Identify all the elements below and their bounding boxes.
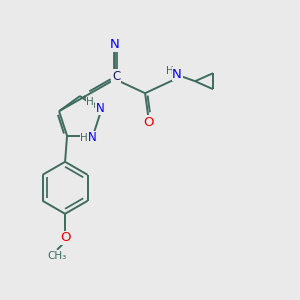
Text: CH₃: CH₃ — [47, 251, 67, 261]
Text: N: N — [88, 131, 96, 144]
Text: N: N — [110, 38, 120, 51]
Text: N: N — [172, 68, 182, 81]
Text: H: H — [86, 97, 94, 107]
Text: H: H — [80, 133, 88, 143]
Text: H: H — [166, 66, 174, 76]
Text: O: O — [143, 116, 153, 129]
Text: O: O — [60, 231, 70, 244]
Text: N: N — [95, 102, 104, 115]
Text: C: C — [112, 70, 120, 83]
